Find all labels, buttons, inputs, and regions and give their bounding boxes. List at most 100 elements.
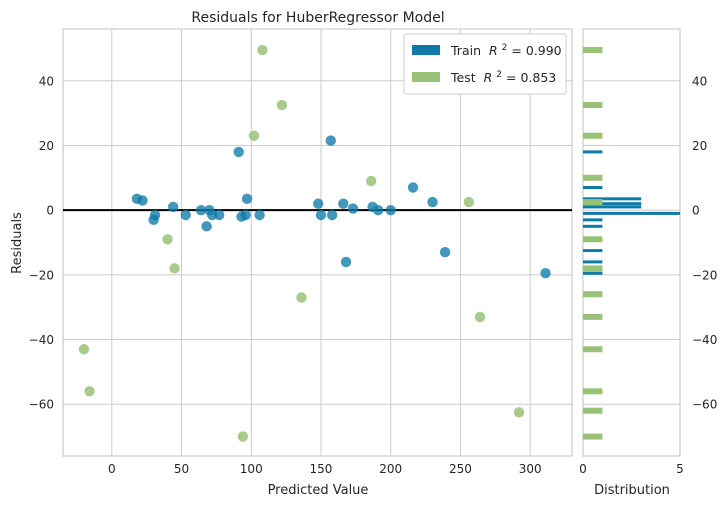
x-axis-label: Predicted Value — [268, 483, 369, 498]
hist-train-bar-2 — [583, 197, 642, 201]
test-point-10 — [463, 196, 475, 208]
chart-title: Residuals for HuberRegressor Model — [191, 10, 444, 26]
hist-y-tick-label: −20 — [692, 268, 717, 282]
test-point-1 — [84, 386, 95, 397]
train-point-16 — [312, 198, 324, 209]
histogram-frame — [582, 28, 681, 457]
test-point-6 — [257, 44, 268, 56]
hist-train-bar-1 — [583, 186, 603, 190]
train-point-13 — [241, 193, 253, 205]
histogram-border — [582, 28, 681, 457]
x-tick-label: 100 — [240, 462, 263, 476]
hist-y-tick-label: −40 — [692, 333, 717, 347]
train-point-26 — [407, 182, 419, 193]
histogram-x-label: Distribution — [594, 483, 670, 498]
hist-test-bar-5 — [583, 236, 603, 243]
y-axis-ticks: 40 20 0 −20 −40 −60 — [29, 74, 54, 411]
test-point-11 — [474, 311, 486, 323]
histogram-bars — [583, 47, 680, 440]
legend-swatch-test — [412, 72, 440, 82]
x-tick-label: 250 — [449, 462, 472, 476]
hist-test-bar-10 — [583, 388, 603, 395]
hist-series-train — [583, 150, 680, 275]
legend-sup-test: 2 — [496, 70, 502, 80]
train-point-25 — [385, 204, 396, 216]
train-point-5 — [180, 209, 191, 221]
hist-series-test — [583, 47, 603, 440]
train-point-11 — [233, 146, 244, 158]
histogram-y-ticks: 40 20 0 −20 −40 −60 — [692, 74, 717, 411]
hist-train-bar-5 — [583, 211, 680, 215]
main-plot-border — [62, 28, 573, 457]
train-point-29 — [540, 268, 551, 279]
y-tick-label: 20 — [39, 139, 54, 153]
hist-test-bar-8 — [583, 313, 603, 320]
test-point-2 — [162, 234, 173, 245]
hist-train-bar-9 — [583, 260, 603, 264]
x-tick-label: 150 — [310, 462, 333, 476]
test-point-0 — [78, 344, 90, 355]
legend-label-test: Test R 2 = 0.853 — [450, 65, 556, 85]
hist-test-bar-3 — [583, 174, 603, 181]
scatter-points — [78, 44, 551, 442]
legend-series-name-train: Train — [450, 43, 481, 58]
hist-test-bar-4 — [583, 199, 603, 206]
hist-train-bar-10 — [583, 271, 603, 275]
test-point-8 — [296, 292, 307, 303]
hist-test-bar-9 — [583, 346, 603, 353]
y-tick-label: 0 — [46, 204, 54, 218]
train-point-28 — [439, 247, 451, 258]
legend-value-test: = 0.853 — [506, 70, 556, 85]
test-point-12 — [513, 407, 525, 418]
hist-test-bar-1 — [583, 102, 603, 109]
x-axis-ticks: 0 50 100 150 200 250 300 — [108, 462, 542, 476]
train-point-10 — [213, 209, 225, 221]
y-tick-label: −60 — [29, 398, 54, 412]
hist-train-bar-8 — [583, 249, 603, 253]
hist-y-tick-label: 40 — [692, 74, 707, 88]
train-point-20 — [338, 198, 349, 209]
hist-test-bar-7 — [583, 291, 603, 298]
legend-box — [403, 33, 567, 95]
hist-train-bar-0 — [583, 150, 603, 154]
series-test — [78, 44, 525, 442]
y-tick-label: −40 — [29, 333, 54, 347]
x-tick-label: 50 — [174, 462, 189, 476]
hist-train-bar-6 — [583, 218, 603, 222]
hist-train-bar-7 — [583, 224, 603, 228]
train-point-4 — [167, 201, 179, 213]
legend-math-train: R — [489, 43, 498, 58]
test-point-3 — [169, 263, 180, 274]
train-point-15 — [254, 209, 265, 221]
legend: Train R 2 = 0.990 Test R 2 = 0.853 — [403, 33, 567, 95]
train-point-24 — [372, 204, 384, 216]
train-point-17 — [315, 209, 327, 221]
train-point-21 — [340, 256, 352, 268]
x-tick-label: 200 — [379, 462, 402, 476]
train-point-7 — [201, 221, 212, 232]
train-point-1 — [137, 195, 148, 206]
hist-test-bar-2 — [583, 132, 603, 139]
y-axis-label: Residuals — [10, 212, 25, 274]
hist-test-bar-0 — [583, 47, 603, 54]
series-train — [131, 135, 551, 279]
y-tick-label: −20 — [29, 268, 54, 282]
hist-y-tick-label: −60 — [692, 398, 717, 412]
hist-test-bar-11 — [583, 407, 603, 414]
hist-test-bar-12 — [583, 433, 603, 440]
train-point-14 — [240, 209, 251, 221]
hist-train-bar-3 — [583, 202, 642, 206]
legend-series-name-test: Test — [450, 70, 476, 85]
legend-math-test: R — [484, 70, 493, 85]
test-point-7 — [276, 99, 288, 111]
hist-y-tick-label: 20 — [692, 139, 707, 153]
y-tick-label: 40 — [39, 74, 54, 88]
test-point-5 — [248, 130, 260, 141]
hist-x-tick-label: 0 — [579, 462, 587, 476]
legend-value-train: = 0.990 — [511, 43, 561, 58]
train-point-27 — [427, 196, 438, 208]
hist-x-tick-label: 5 — [676, 462, 684, 476]
hist-y-tick-label: 0 — [692, 204, 700, 218]
test-point-9 — [365, 175, 377, 187]
